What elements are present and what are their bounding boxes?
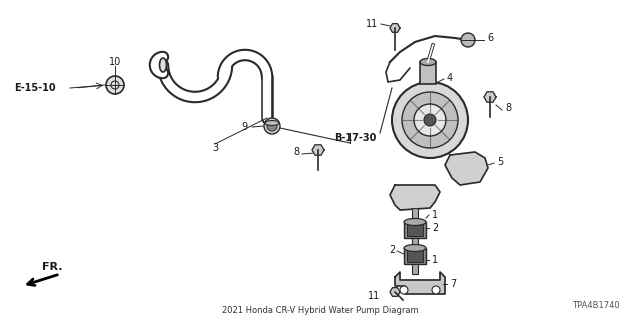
Text: FR.: FR. [42, 262, 62, 272]
Ellipse shape [420, 59, 436, 66]
Text: 7: 7 [450, 279, 456, 289]
Polygon shape [390, 185, 440, 210]
Bar [404, 248, 426, 264]
Text: TPA4B1740: TPA4B1740 [572, 301, 620, 310]
Polygon shape [390, 24, 400, 32]
Text: 11: 11 [368, 291, 380, 301]
Polygon shape [395, 272, 445, 294]
Bar [407, 224, 423, 236]
Text: 8: 8 [505, 103, 511, 113]
Bar [404, 222, 426, 238]
Text: 4: 4 [447, 73, 453, 83]
Ellipse shape [159, 58, 166, 72]
Circle shape [461, 33, 475, 47]
Circle shape [424, 114, 436, 126]
Text: 6: 6 [487, 33, 493, 43]
Text: 5: 5 [497, 157, 503, 167]
Text: 11: 11 [365, 19, 378, 29]
Text: 2021 Honda CR-V Hybrid Water Pump Diagram: 2021 Honda CR-V Hybrid Water Pump Diagra… [221, 306, 419, 315]
Text: 10: 10 [109, 57, 121, 67]
Text: E-15-10: E-15-10 [14, 83, 56, 93]
Bar [412, 264, 418, 274]
Circle shape [267, 121, 277, 131]
Circle shape [392, 82, 468, 158]
Bar [412, 238, 418, 250]
Circle shape [106, 76, 124, 94]
Circle shape [402, 92, 458, 148]
Text: 9: 9 [242, 122, 248, 132]
Polygon shape [445, 152, 488, 185]
Text: 1: 1 [432, 210, 438, 220]
Text: 3: 3 [212, 143, 218, 153]
Text: 8: 8 [294, 147, 300, 157]
Bar [412, 208, 418, 218]
Circle shape [264, 118, 280, 134]
Text: B-17-30: B-17-30 [334, 133, 376, 143]
Text: 1: 1 [432, 255, 438, 265]
Polygon shape [312, 145, 324, 155]
Circle shape [432, 286, 440, 294]
Polygon shape [390, 288, 400, 296]
Ellipse shape [404, 219, 426, 226]
Circle shape [400, 286, 408, 294]
Polygon shape [484, 92, 496, 102]
Text: 2: 2 [432, 223, 438, 233]
Bar [420, 62, 436, 84]
Circle shape [414, 104, 446, 136]
Bar [407, 250, 423, 262]
Ellipse shape [265, 121, 279, 125]
Text: 2: 2 [388, 245, 395, 255]
Ellipse shape [404, 244, 426, 252]
